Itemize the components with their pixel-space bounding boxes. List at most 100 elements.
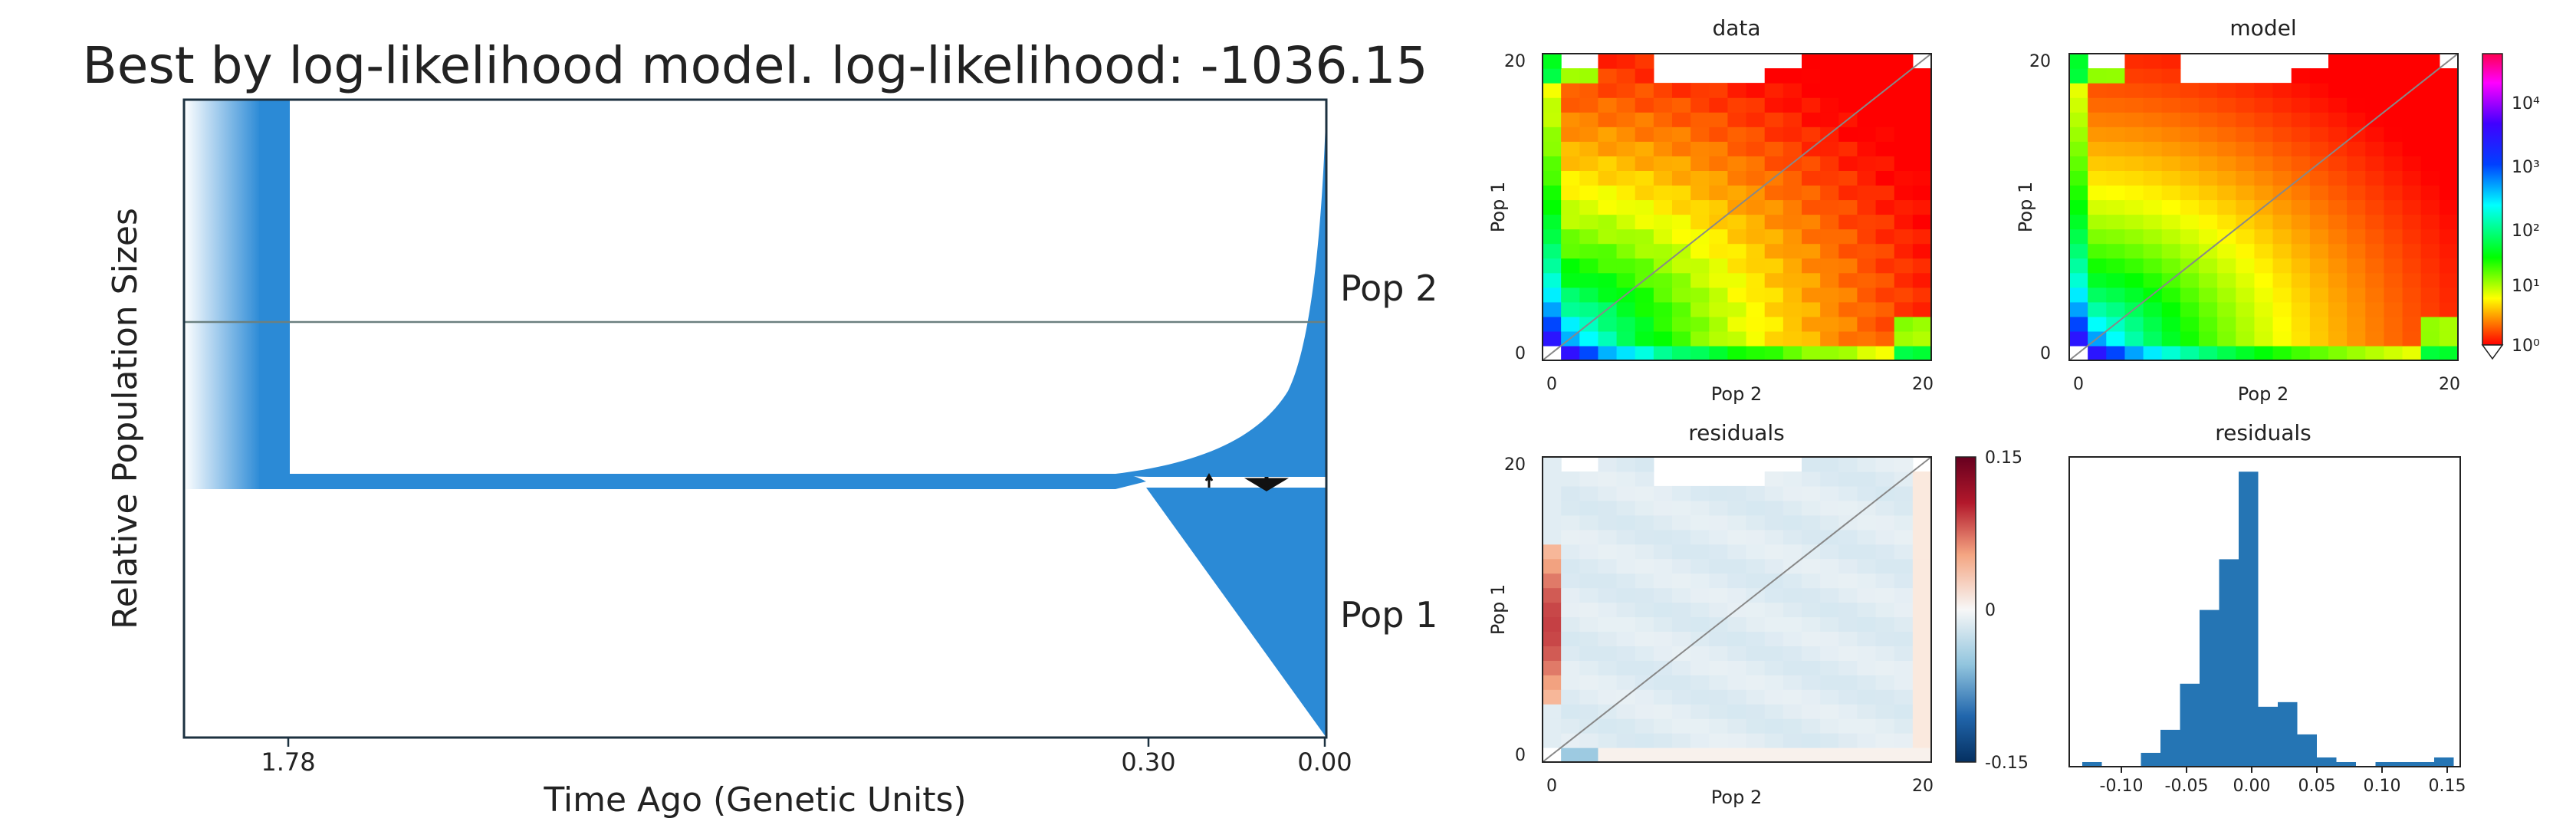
heatmap-cell xyxy=(2365,185,2385,201)
heatmap-cell xyxy=(1894,141,1914,156)
heatmap-cell xyxy=(1912,646,1932,661)
heatmap-cell xyxy=(1709,660,1729,675)
heatmap-cell xyxy=(2143,112,2163,127)
heatmap-cell xyxy=(1543,97,1562,113)
heatmap-cell xyxy=(2180,156,2200,171)
heatmap-cell xyxy=(2217,97,2236,113)
heatmap-cell xyxy=(1691,602,1710,618)
heatmap-cell xyxy=(1653,733,1673,748)
heatmap-cell xyxy=(1764,83,1784,98)
heatmap-cell xyxy=(1746,97,1766,113)
heatmap-cell xyxy=(1727,258,1747,274)
heatmap-cell xyxy=(1746,573,1766,589)
heatmap-cell xyxy=(2439,127,2459,142)
heatmap-cell xyxy=(1653,675,1673,690)
heatmap-cell xyxy=(2420,287,2440,303)
heatmap-cell xyxy=(1579,587,1599,603)
heatmap-cell xyxy=(2217,330,2236,347)
heatmap-cell xyxy=(2272,170,2292,186)
heatmap-cell xyxy=(2088,112,2107,127)
heatmap-cell xyxy=(1635,573,1654,589)
data-ylabel: Pop 1 xyxy=(1487,182,1509,232)
heatmap-cell xyxy=(1727,529,1747,545)
heatmap-cell xyxy=(1543,54,1562,69)
histogram-bar xyxy=(2395,761,2415,767)
heatmap-cell xyxy=(1838,156,1858,171)
heatmap-cell xyxy=(2309,127,2329,142)
heatmap-cell xyxy=(2402,156,2422,171)
heatmap-cell xyxy=(1579,616,1599,632)
heatmap-cell xyxy=(1875,345,1895,361)
heatmap-cell xyxy=(1672,500,1691,516)
heatmap-cell xyxy=(2384,141,2404,156)
heatmap-cell xyxy=(1635,301,1654,317)
heatmap-cell xyxy=(2420,54,2440,69)
heatmap-cell xyxy=(1875,587,1895,603)
heatmap-cell xyxy=(2143,228,2163,245)
heatmap-cell xyxy=(2420,330,2440,347)
heatmap-cell xyxy=(2124,228,2144,245)
heatmap-cell xyxy=(1727,485,1747,501)
model-heatmap-panel: model 20 0 0 20 Pop 2 Pop 1 10⁴ 10³ xyxy=(2015,15,2540,405)
heatmap-cell xyxy=(2143,272,2163,288)
heatmap-cell xyxy=(2328,330,2348,347)
heatmap-cell xyxy=(1802,214,1821,230)
heatmap-cell xyxy=(1820,616,1839,632)
heatmap-cell xyxy=(2309,228,2329,245)
heatmap-cell xyxy=(1616,214,1636,230)
heatmap-cell xyxy=(2254,185,2274,201)
heatmap-cell xyxy=(1727,704,1747,719)
heatmap-cell xyxy=(2439,185,2459,201)
heatmap-cell xyxy=(1820,345,1839,361)
heatmap-cell xyxy=(1579,345,1599,361)
heatmap-cell xyxy=(1838,485,1858,501)
heatmap-cell xyxy=(1912,83,1932,98)
heatmap-cell xyxy=(1616,127,1636,142)
heatmap-cell xyxy=(1820,287,1839,303)
data-heatmap-cells xyxy=(1543,54,1932,361)
heatmap-cell xyxy=(1912,112,1932,127)
heatmap-cell xyxy=(1543,243,1562,259)
heatmap-cell xyxy=(2365,199,2385,215)
heatmap-cell xyxy=(2143,258,2163,274)
heatmap-cell xyxy=(2309,214,2329,230)
heatmap-cell xyxy=(1783,587,1802,603)
heatmap-cell xyxy=(1764,704,1784,719)
heatmap-cell xyxy=(2069,141,2088,156)
heatmap-cell xyxy=(2402,301,2422,317)
heatmap-cell xyxy=(1709,83,1729,98)
heatmap-cell xyxy=(1616,170,1636,186)
heatmap-cell xyxy=(1783,185,1802,201)
heatmap-cell xyxy=(1727,228,1747,245)
heatmap-cell xyxy=(2088,68,2107,84)
heatmap-cell xyxy=(1912,616,1932,632)
heatmap-cell xyxy=(1653,127,1673,142)
heatmap-cell xyxy=(2161,345,2181,361)
heatmap-cell xyxy=(2088,243,2107,259)
heatmap-cell xyxy=(1764,214,1784,230)
heatmap-cell xyxy=(1616,141,1636,156)
heatmap-cell xyxy=(1894,457,1914,472)
data-diagonal xyxy=(1542,53,1932,361)
heatmap-cell xyxy=(1912,718,1932,734)
heatmap-cell xyxy=(1691,500,1710,516)
heatmap-cell xyxy=(2124,141,2144,156)
heatmap-cell xyxy=(1894,602,1914,618)
heatmap-cell xyxy=(1894,301,1914,317)
heatmap-cell xyxy=(1616,471,1636,487)
heatmap-cell xyxy=(1820,316,1839,332)
heatmap-cell xyxy=(2272,214,2292,230)
heatmap-cell xyxy=(2069,287,2088,303)
heatmap-cell xyxy=(1802,243,1821,259)
heatmap-cell xyxy=(2143,156,2163,171)
heatmap-cell xyxy=(2347,316,2366,332)
heatmap-cell xyxy=(1672,301,1691,317)
heatmap-cell xyxy=(1616,718,1636,734)
heatmap-cell xyxy=(2420,316,2440,332)
heatmap-cell xyxy=(1802,558,1821,574)
heatmap-cell xyxy=(2143,141,2163,156)
heatmap-cell xyxy=(1857,558,1877,574)
heatmap-cell xyxy=(1598,127,1618,142)
model-ytick-0: 0 xyxy=(2040,344,2051,363)
heatmap-cell xyxy=(1616,660,1636,675)
